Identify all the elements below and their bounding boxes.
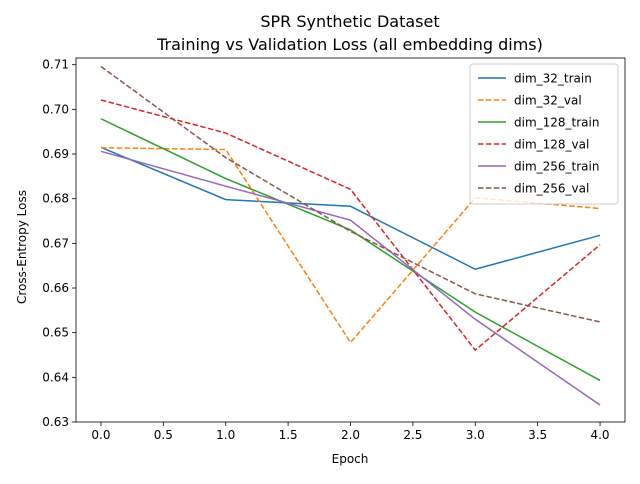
y-tick-label: 0.70 <box>42 102 69 116</box>
legend-label: dim_32_train <box>514 72 592 86</box>
x-tick-label: 1.5 <box>279 428 298 442</box>
legend-frame <box>469 63 619 205</box>
x-tick-label: 2.5 <box>403 428 422 442</box>
legend-label: dim_128_train <box>514 116 599 130</box>
y-tick-label: 0.69 <box>42 147 69 161</box>
x-tick-label: 3.5 <box>528 428 547 442</box>
plot-area: 0.0 0.5 1.0 1.5 2.0 2.5 3.0 3.5 4.0 0.63 0.64 0.65 0… <box>42 57 626 442</box>
chart-title: SPR Synthetic Dataset <box>260 12 439 31</box>
x-tick-label: 0.0 <box>91 428 110 442</box>
legend: dim_32_train dim_32_val dim_128_train dim_1… <box>469 63 619 205</box>
x-tick-label: 4.0 <box>590 428 609 442</box>
series-line-dim-128-train <box>100 118 601 382</box>
x-tick-label: 1.0 <box>216 428 235 442</box>
legend-label: dim_256_train <box>514 160 599 174</box>
x-tick-label: 2.0 <box>341 428 360 442</box>
y-tick-label: 0.64 <box>42 370 69 384</box>
legend-label: dim_256_val <box>514 182 589 196</box>
y-tick-label: 0.68 <box>42 192 69 206</box>
series-line-dim-256-train <box>100 150 601 406</box>
series-line-dim-128-val <box>100 99 601 352</box>
x-tick-label: 0.5 <box>154 428 173 442</box>
y-tick-label: 0.63 <box>42 415 69 429</box>
y-tick-label: 0.67 <box>42 236 69 250</box>
legend-label: dim_128_val <box>514 138 589 152</box>
series-line-dim-256-val <box>100 65 601 323</box>
chart-subtitle: Training vs Validation Loss (all embeddi… <box>156 35 543 54</box>
y-tick-label: 0.66 <box>42 281 69 295</box>
x-axis-label: Epoch <box>332 452 369 466</box>
x-tick-label: 3.0 <box>466 428 485 442</box>
y-axis-label: Cross-Entropy Loss <box>15 190 29 304</box>
legend-label: dim_32_val <box>514 94 582 108</box>
series-line-dim-32-train <box>100 146 601 271</box>
y-tick-label: 0.71 <box>42 58 69 72</box>
y-tick-label: 0.65 <box>42 326 69 340</box>
